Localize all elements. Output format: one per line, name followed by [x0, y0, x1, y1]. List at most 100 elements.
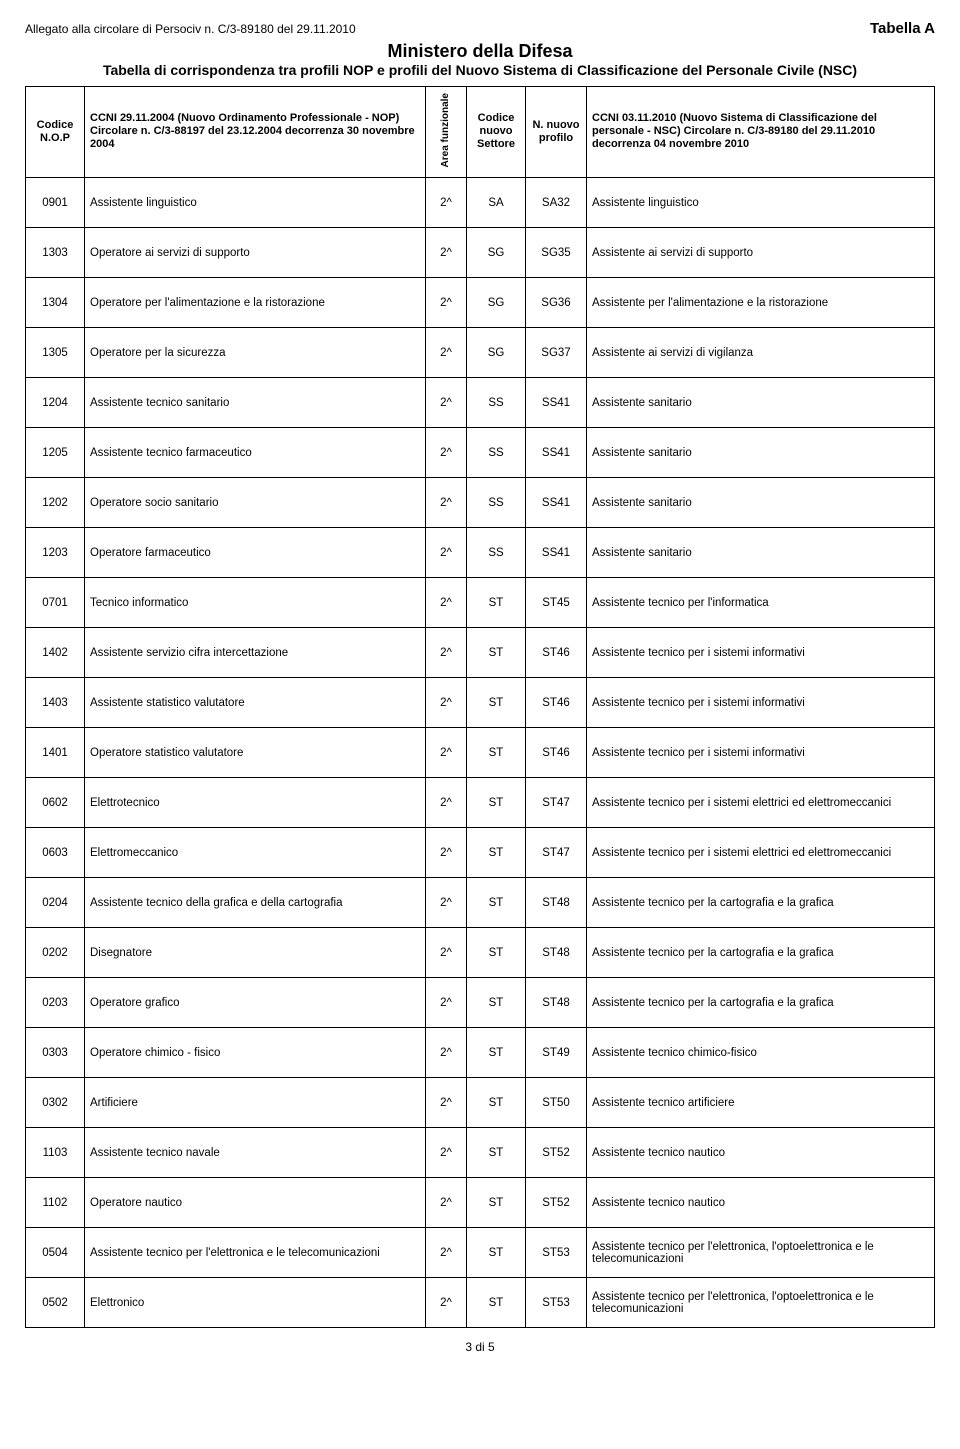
- cell-code: 1403: [26, 678, 85, 728]
- cell-profilo: ST48: [526, 978, 587, 1028]
- col-header-desc2: CCNI 03.11.2010 (Nuovo Sistema di Classi…: [587, 86, 935, 178]
- cell-area: 2^: [426, 1128, 467, 1178]
- cell-code: 1304: [26, 278, 85, 328]
- cell-area: 2^: [426, 578, 467, 628]
- cell-settore: ST: [467, 1278, 526, 1328]
- cell-desc2: Assistente tecnico per l'informatica: [587, 578, 935, 628]
- table-row: 0701Tecnico informatico2^STST45Assistent…: [26, 578, 935, 628]
- document-subtitle: Tabella di corrispondenza tra profili NO…: [25, 62, 935, 80]
- table-row: 0204Assistente tecnico della grafica e d…: [26, 878, 935, 928]
- cell-code: 0302: [26, 1078, 85, 1128]
- table-row: 0502Elettronico2^STST53Assistente tecnic…: [26, 1278, 935, 1328]
- cell-code: 0701: [26, 578, 85, 628]
- cell-area: 2^: [426, 1078, 467, 1128]
- table-row: 1204Assistente tecnico sanitario2^SSSS41…: [26, 378, 935, 428]
- tabella-label: Tabella A: [870, 20, 935, 37]
- cell-desc1: Assistente tecnico navale: [85, 1128, 426, 1178]
- cell-area: 2^: [426, 828, 467, 878]
- cell-desc2: Assistente tecnico per l'elettronica, l'…: [587, 1228, 935, 1278]
- cell-settore: ST: [467, 1128, 526, 1178]
- cell-desc1: Artificiere: [85, 1078, 426, 1128]
- cell-desc2: Assistente linguistico: [587, 178, 935, 228]
- table-row: 0602Elettrotecnico2^STST47Assistente tec…: [26, 778, 935, 828]
- cell-desc1: Assistente servizio cifra intercettazion…: [85, 628, 426, 678]
- cell-code: 1305: [26, 328, 85, 378]
- cell-desc2: Assistente per l'alimentazione e la rist…: [587, 278, 935, 328]
- cell-profilo: SS41: [526, 528, 587, 578]
- cell-settore: ST: [467, 1178, 526, 1228]
- cell-area: 2^: [426, 628, 467, 678]
- table-row: 1203Operatore farmaceutico2^SSSS41Assist…: [26, 528, 935, 578]
- col-header-profilo: N. nuovo profilo: [526, 86, 587, 178]
- cell-code: 1202: [26, 478, 85, 528]
- cell-settore: ST: [467, 778, 526, 828]
- cell-code: 1102: [26, 1178, 85, 1228]
- cell-code: 0504: [26, 1228, 85, 1278]
- cell-desc2: Assistente tecnico nautico: [587, 1178, 935, 1228]
- table-row: 0202Disegnatore2^STST48Assistente tecnic…: [26, 928, 935, 978]
- cell-settore: ST: [467, 578, 526, 628]
- table-row: 0302Artificiere2^STST50Assistente tecnic…: [26, 1078, 935, 1128]
- cell-desc2: Assistente tecnico per i sistemi informa…: [587, 628, 935, 678]
- cell-profilo: ST48: [526, 928, 587, 978]
- cell-desc1: Assistente tecnico per l'elettronica e l…: [85, 1228, 426, 1278]
- cell-profilo: SG37: [526, 328, 587, 378]
- table-row: 1305Operatore per la sicurezza2^SGSG37As…: [26, 328, 935, 378]
- col-header-desc1: CCNI 29.11.2004 (Nuovo Ordinamento Profe…: [85, 86, 426, 178]
- allegato-text: Allegato alla circolare di Persociv n. C…: [25, 22, 356, 36]
- cell-settore: ST: [467, 1078, 526, 1128]
- cell-profilo: SA32: [526, 178, 587, 228]
- cell-profilo: ST47: [526, 828, 587, 878]
- cell-profilo: ST52: [526, 1128, 587, 1178]
- table-row: 1403Assistente statistico valutatore2^ST…: [26, 678, 935, 728]
- cell-settore: ST: [467, 728, 526, 778]
- cell-profilo: ST46: [526, 628, 587, 678]
- cell-settore: SS: [467, 378, 526, 428]
- cell-desc1: Elettrotecnico: [85, 778, 426, 828]
- cell-area: 2^: [426, 378, 467, 428]
- area-rotated-label: Area funzionale: [441, 93, 452, 167]
- correspondence-table: Codice N.O.P CCNI 29.11.2004 (Nuovo Ordi…: [25, 86, 935, 1329]
- cell-desc2: Assistente ai servizi di vigilanza: [587, 328, 935, 378]
- table-row: 1102Operatore nautico2^STST52Assistente …: [26, 1178, 935, 1228]
- cell-profilo: SS41: [526, 378, 587, 428]
- cell-desc1: Operatore per la sicurezza: [85, 328, 426, 378]
- cell-desc1: Operatore ai servizi di supporto: [85, 228, 426, 278]
- cell-profilo: ST53: [526, 1228, 587, 1278]
- cell-area: 2^: [426, 228, 467, 278]
- cell-area: 2^: [426, 728, 467, 778]
- cell-code: 0203: [26, 978, 85, 1028]
- cell-settore: ST: [467, 1028, 526, 1078]
- cell-profilo: ST48: [526, 878, 587, 928]
- cell-area: 2^: [426, 178, 467, 228]
- col-header-code: Codice N.O.P: [26, 86, 85, 178]
- cell-settore: SS: [467, 528, 526, 578]
- cell-settore: SS: [467, 478, 526, 528]
- cell-desc1: Assistente statistico valutatore: [85, 678, 426, 728]
- cell-desc2: Assistente tecnico per la cartografia e …: [587, 928, 935, 978]
- cell-profilo: ST47: [526, 778, 587, 828]
- table-row: 1303Operatore ai servizi di supporto2^ SG…: [26, 228, 935, 278]
- cell-desc1: Operatore farmaceutico: [85, 528, 426, 578]
- cell-area: 2^: [426, 278, 467, 328]
- cell-area: 2^: [426, 478, 467, 528]
- cell-desc2: Assistente tecnico per la cartografia e …: [587, 978, 935, 1028]
- table-row: 1304Operatore per l'alimentazione e la r…: [26, 278, 935, 328]
- cell-code: 0204: [26, 878, 85, 928]
- cell-profilo: ST46: [526, 728, 587, 778]
- cell-profilo: SG35: [526, 228, 587, 278]
- col-header-settore: Codice nuovo Settore: [467, 86, 526, 178]
- cell-desc1: Operatore nautico: [85, 1178, 426, 1228]
- cell-profilo: SS41: [526, 478, 587, 528]
- cell-code: 1204: [26, 378, 85, 428]
- cell-code: 1205: [26, 428, 85, 478]
- table-row: 1402Assistente servizio cifra intercetta…: [26, 628, 935, 678]
- cell-desc1: Assistente tecnico farmaceutico: [85, 428, 426, 478]
- cell-profilo: ST46: [526, 678, 587, 728]
- table-row: 0603Elettromeccanico2^STST47Assistente t…: [26, 828, 935, 878]
- table-header-row: Codice N.O.P CCNI 29.11.2004 (Nuovo Ordi…: [26, 86, 935, 178]
- cell-profilo: ST49: [526, 1028, 587, 1078]
- cell-desc2: Assistente tecnico per la cartografia e …: [587, 878, 935, 928]
- cell-code: 1303: [26, 228, 85, 278]
- cell-desc1: Elettronico: [85, 1278, 426, 1328]
